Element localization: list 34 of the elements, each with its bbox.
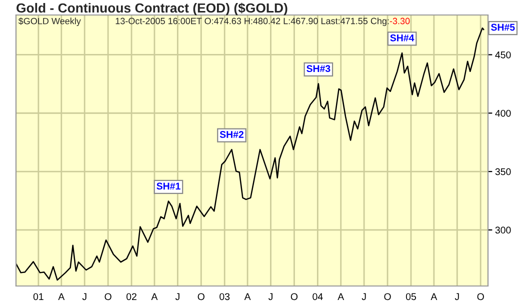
annotation: -3.30 [390,18,410,24]
x-tick-label: 04 [312,293,323,300]
annotation: SH#4 [390,34,414,42]
x-tick-label: 03 [220,293,230,300]
annotation: SH#5 [491,24,515,31]
annotation: SH#1 [156,182,180,190]
x-tick-label: A [151,293,158,300]
line-series [16,27,484,281]
annotation: SH#2 [220,131,244,138]
x-tick-label: O [198,293,204,300]
x-tick-label: J [268,293,272,300]
annotation: $GOLD Weekly [18,17,81,26]
x-tick-label: J [175,293,180,300]
y-tick-label: 400 [495,110,511,117]
x-tick-label: 05 [406,293,416,300]
x-tick-label: A [338,293,344,300]
annotation: 13-Oct-2005 16:00ET O:474.63 H:480.42 L:467.90 Last:471.55 Chg: [116,18,389,26]
x-tick-label: O [477,293,484,300]
x-tick-label: A [244,293,251,300]
x-tick-label: A [430,293,438,300]
chart-title: Gold - Continuous Contract (EOD) ($GOLD) [16,2,288,16]
y-tick-label: 450 [495,51,511,58]
x-tick-label: 02 [126,293,136,300]
x-tick-label: 01 [33,293,44,300]
x-tick-label: J [362,293,366,300]
x-tick-label: J [82,293,86,300]
y-tick-label: 350 [495,168,511,176]
x-tick-label: O [290,293,298,300]
x-tick-label: O [384,293,391,300]
x-tick-label: J [454,293,459,300]
x-tick-label: A [58,293,65,300]
y-tick-label: 300 [495,226,511,234]
annotation: SH#3 [306,65,330,72]
x-tick-label: O [104,293,112,300]
